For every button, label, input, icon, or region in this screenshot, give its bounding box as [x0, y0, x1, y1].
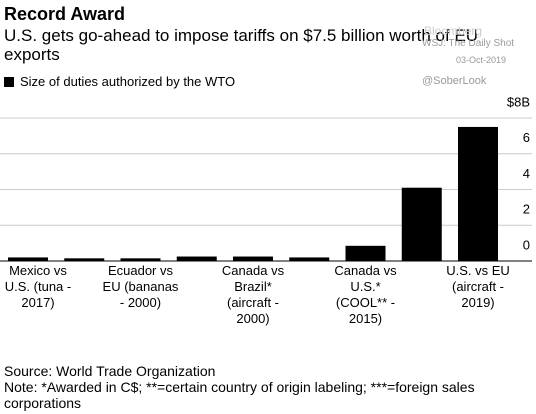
bar — [289, 257, 330, 261]
watermark-date: 03-Oct-2019 — [456, 55, 507, 65]
bar — [345, 245, 386, 261]
watermark-brand: Bloomberg — [424, 24, 483, 38]
bar — [64, 258, 105, 261]
note: Note: *Awarded in C$; **=certain country… — [4, 379, 475, 411]
chart-subtitle: U.S. gets go-ahead to impose tariffs on … — [4, 26, 479, 64]
bar — [401, 187, 442, 261]
x-tick-label: Mexico vs U.S. (tuna - 2017) — [4, 263, 72, 310]
x-tick-label: Ecuador vs EU (bananas - 2000) — [102, 263, 179, 310]
y-tick-label: $8B — [507, 94, 530, 109]
legend-swatch — [4, 76, 14, 87]
source: Source: World Trade Organization — [4, 363, 216, 379]
y-tick-label: 6 — [523, 130, 530, 145]
bar — [176, 256, 217, 261]
watermark-handle: @SoberLook — [422, 75, 487, 87]
bar — [233, 256, 273, 261]
bar — [120, 258, 161, 261]
x-tick-label: Canada vs Brazil* (aircraft - 2000) — [221, 263, 285, 326]
y-tick-label: 0 — [523, 237, 530, 252]
bar — [458, 126, 498, 261]
y-tick-label: 2 — [523, 202, 530, 217]
y-tick-label: 4 — [523, 166, 530, 181]
x-tick-label: U.S. vs EU (aircraft - 2019) — [446, 263, 510, 310]
x-tick-label: Canada vs U.S.* (COOL** - 2015) — [334, 263, 397, 326]
legend: Size of duties authorized by the WTO — [4, 74, 235, 89]
watermark-credit: WSJ: The Daily Shot — [422, 38, 515, 49]
legend-label: Size of duties authorized by the WTO — [20, 74, 236, 89]
chart-title: Record Award — [4, 4, 126, 24]
bar — [8, 257, 48, 261]
